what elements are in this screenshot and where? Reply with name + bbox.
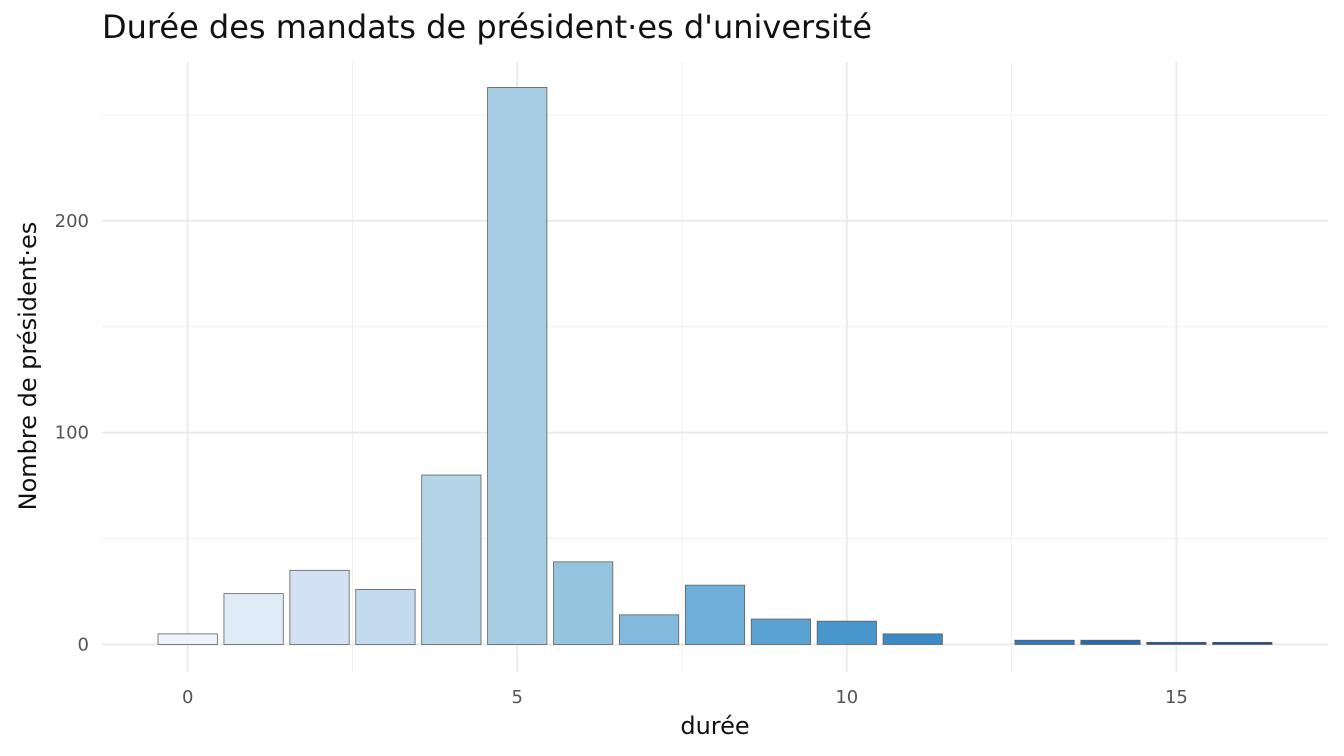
bar xyxy=(1080,639,1141,645)
major-gridlines xyxy=(102,62,1328,672)
bar xyxy=(223,593,284,645)
y-tick-label: 0 xyxy=(78,634,89,655)
bar xyxy=(421,474,482,645)
x-tick-label: 15 xyxy=(1165,687,1188,708)
bar xyxy=(882,633,943,645)
bar xyxy=(289,569,350,645)
y-tick-labels: 0 100 200 xyxy=(55,211,89,656)
bars xyxy=(157,87,1273,645)
bar xyxy=(750,618,811,645)
bar xyxy=(684,584,746,645)
bar xyxy=(816,620,877,645)
chart-title: Durée des mandats de président·es d'univ… xyxy=(102,8,872,46)
bar xyxy=(157,633,218,645)
bar xyxy=(1014,639,1075,645)
x-tick-label: 10 xyxy=(835,687,858,708)
x-tick-labels: 0 5 10 15 xyxy=(182,687,1188,708)
x-tick-label: 5 xyxy=(512,687,523,708)
y-tick-label: 100 xyxy=(55,423,89,444)
minor-gridlines xyxy=(102,62,1328,672)
bar xyxy=(1212,641,1273,645)
bar xyxy=(619,614,680,645)
bar xyxy=(553,561,614,645)
bar xyxy=(487,87,548,645)
x-axis-title: durée xyxy=(680,712,749,740)
x-tick-label: 0 xyxy=(182,687,193,708)
y-axis-title: Nombre de président·es xyxy=(14,222,42,511)
y-tick-label: 200 xyxy=(55,211,89,232)
bar xyxy=(1146,641,1207,645)
bar xyxy=(355,588,416,645)
